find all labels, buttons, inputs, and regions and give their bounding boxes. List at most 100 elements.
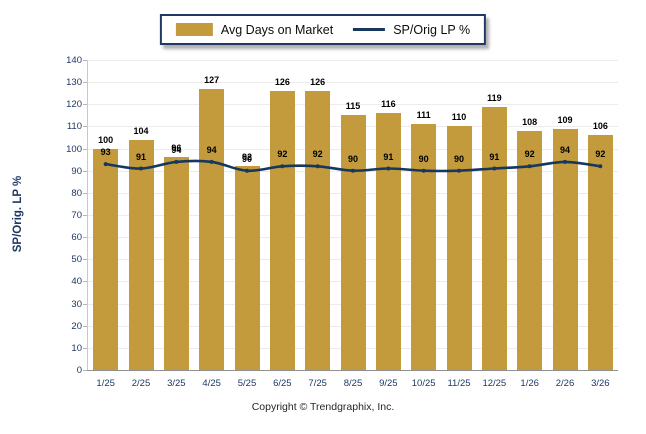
y-axis-tickmark	[83, 325, 87, 327]
bar-value-label: 116	[381, 99, 396, 110]
x-axis-tick-label: 7/25	[308, 378, 327, 389]
bar-value-label: 100	[98, 134, 114, 145]
sp-orig-lp-line	[103, 159, 603, 173]
y-axis-tick-label: 40	[71, 276, 82, 288]
line-value-label: 90	[453, 153, 464, 164]
line-point-9/25	[386, 166, 391, 171]
y-axis-tickmark	[83, 126, 87, 128]
y-axis-tickmark	[83, 60, 87, 61]
bar-1/25	[93, 148, 119, 370]
x-axis-tick-label: 6/25	[273, 378, 292, 389]
y-axis-tick-label: 50	[71, 254, 82, 266]
y-axis-tickmark	[83, 82, 87, 84]
y-axis-tick-label: 10	[71, 342, 82, 354]
line-value-label: 91	[135, 151, 146, 162]
y-axis-tickmark	[83, 303, 87, 305]
gridline	[88, 82, 618, 84]
bar-3/25	[163, 157, 189, 370]
x-axis-tick-label: 2/26	[555, 378, 575, 389]
plot-area: 0 10 20 30 40 50 60 70 80 90 100 110 120 130 140 100 1/2…	[66, 55, 618, 389]
bar-value-label: 111	[416, 110, 431, 121]
bar-3/26	[587, 135, 613, 370]
x-axis-tick-label: 11/25	[447, 378, 471, 389]
y-axis-title: SP/Orig. LP %	[12, 175, 24, 253]
bar-9/25	[375, 113, 401, 370]
line-value-label: 91	[489, 151, 500, 162]
line-point-1/26	[527, 164, 532, 169]
line-value-label: 92	[524, 149, 535, 160]
line-value-label: 93	[100, 147, 111, 158]
x-axis-tick-label: 3/25	[167, 378, 186, 389]
y-axis-tickmark	[83, 347, 87, 349]
line-point-3/26	[598, 164, 603, 169]
x-axis-tick-label: 10/25	[411, 378, 436, 389]
bar-5/25	[234, 166, 260, 370]
line-point-5/25	[245, 168, 249, 173]
line-point-2/26	[563, 159, 567, 164]
bar-series-label: Avg Days on Market	[220, 22, 334, 37]
y-axis-tick-label: 100	[66, 143, 82, 155]
line-point-1/25	[103, 162, 108, 167]
x-axis-tick-label: 1/25	[96, 378, 115, 389]
bar-value-label: 110	[451, 112, 467, 123]
x-axis-tick-label: 9/25	[379, 378, 398, 389]
y-axis-tick-label: 60	[71, 232, 82, 244]
line-value-label: 92	[595, 149, 606, 160]
bar-value-label: 109	[557, 114, 573, 125]
y-axis-tick-label: 120	[66, 99, 82, 111]
x-axis-tick-label: 8/25	[343, 378, 363, 389]
bar-value-label: 127	[204, 74, 220, 85]
y-axis-tick-label: 110	[66, 121, 82, 133]
y-axis-tickmark	[83, 281, 87, 283]
bar-10/25	[411, 124, 437, 370]
y-axis-tickmark	[83, 148, 87, 150]
bar-4/25	[199, 88, 225, 370]
bar-value-label: 119	[487, 92, 502, 103]
bar-value-label: 92	[241, 152, 252, 163]
y-axis-tickmark	[83, 259, 87, 261]
x-axis-tick-label: 12/25	[482, 378, 507, 389]
y-axis-tick-label: 70	[71, 210, 82, 221]
line-value-label: 90	[241, 153, 252, 164]
x-axis-tick-label: 1/26	[520, 378, 539, 389]
bar-1/26	[517, 130, 543, 370]
bar-value-label: 96	[171, 143, 182, 154]
line-value-label: 94	[559, 144, 570, 155]
y-axis-tick-label: 30	[71, 298, 82, 310]
y-axis-tickmark	[83, 237, 87, 239]
bar-series-swatch	[175, 23, 213, 36]
bar-value-label: 115	[345, 101, 361, 112]
y-axis-tickmark	[83, 170, 87, 172]
copyright-text: Copyright © Trendgraphix, Inc.	[251, 401, 395, 413]
bar-7/25	[305, 91, 331, 370]
bar-6/25	[269, 91, 295, 370]
x-axis-tick-label: 5/25	[237, 378, 257, 389]
x-axis-tick-label: 3/26	[591, 378, 610, 389]
line-point-6/25	[280, 164, 285, 169]
bar-12/25	[481, 106, 507, 370]
y-axis-tick-label: 80	[71, 187, 82, 199]
gridline	[88, 60, 618, 61]
line-value-label: 91	[383, 151, 394, 162]
bar-2/25	[128, 139, 154, 370]
line-point-10/25	[421, 168, 426, 173]
line-point-12/25	[492, 166, 497, 171]
line-point-4/25	[209, 159, 214, 164]
x-axis-tick-label: 2/25	[131, 378, 151, 389]
line-point-2/25	[139, 166, 143, 171]
bar-value-label: 126	[274, 77, 290, 87]
line-point-3/25	[174, 159, 179, 164]
gridline	[88, 104, 618, 106]
y-axis-tickmark	[83, 370, 87, 371]
line-value-label: 94	[206, 144, 217, 155]
bar-8/25	[340, 115, 366, 370]
y-axis-tick-label: 140	[66, 55, 82, 66]
y-axis-line	[87, 60, 88, 370]
x-axis-line	[87, 370, 618, 371]
y-axis-tick-label: 90	[71, 165, 82, 177]
bar-11/25	[446, 126, 472, 370]
x-axis-tick-label: 4/25	[202, 378, 221, 389]
legend: Avg Days on Market SP/Orig LP %	[159, 14, 487, 45]
bar-value-label: 126	[310, 77, 326, 87]
